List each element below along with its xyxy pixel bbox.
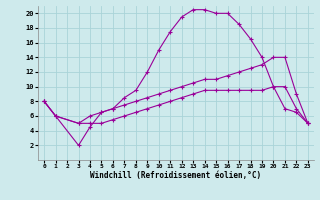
X-axis label: Windchill (Refroidissement éolien,°C): Windchill (Refroidissement éolien,°C) — [91, 171, 261, 180]
